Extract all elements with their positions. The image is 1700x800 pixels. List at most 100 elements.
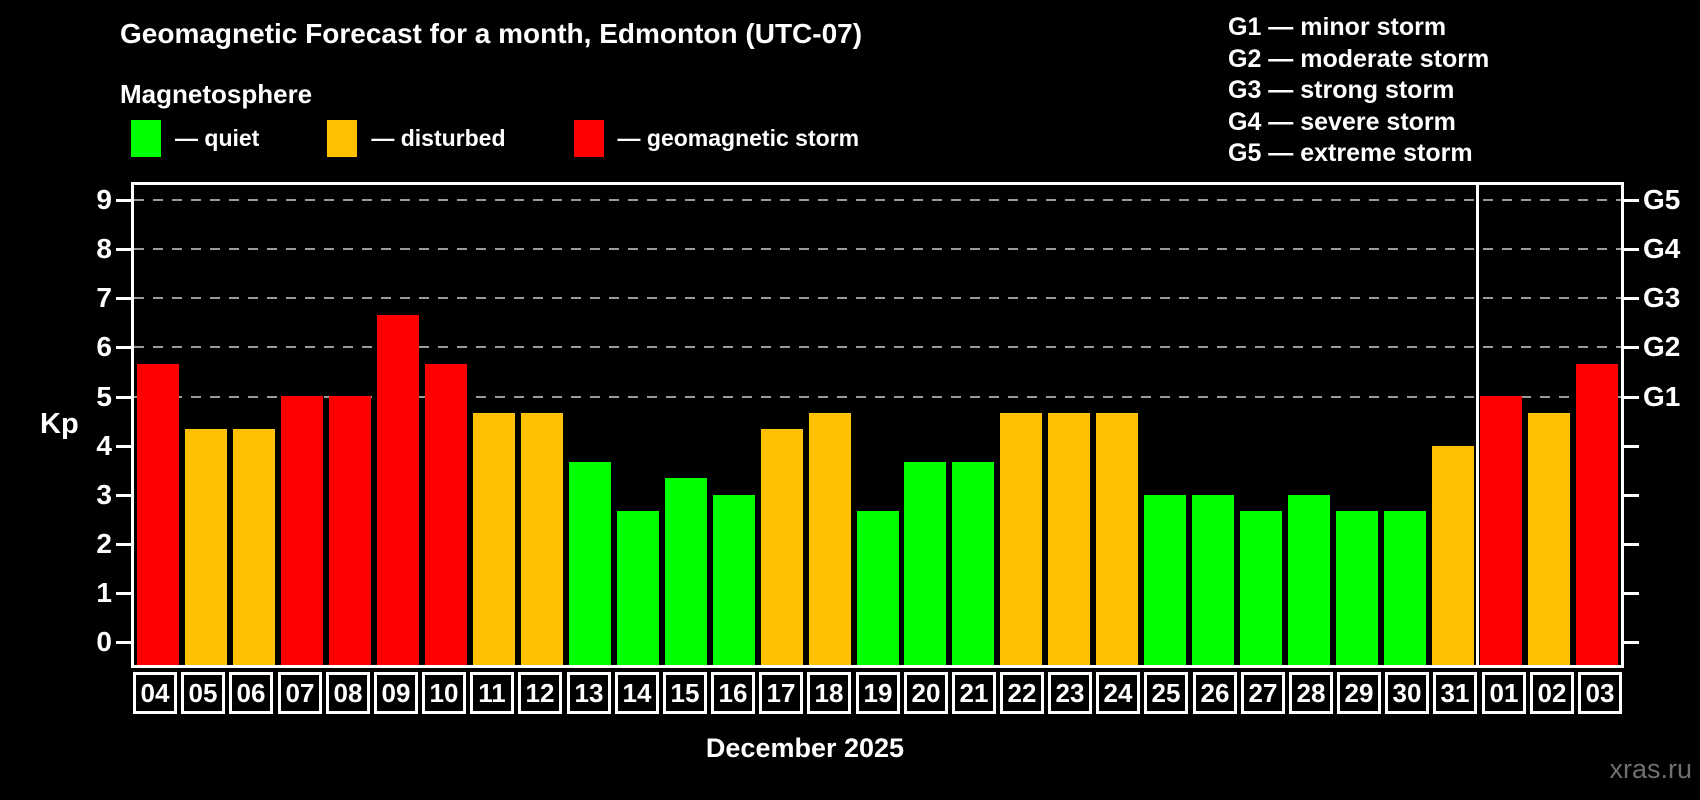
g-scale-line-5: G5 — extreme storm <box>1228 139 1473 167</box>
kp-bar-day-17 <box>761 429 803 665</box>
y-axis-label-4: 4 <box>96 430 112 461</box>
y-axis-tick-right-1 <box>1624 592 1639 595</box>
legend-label-disturbed: — disturbed <box>371 125 506 151</box>
day-label-01: 01 <box>1482 672 1526 714</box>
kp-bar-day-25 <box>1144 495 1186 665</box>
y-axis-label-3: 3 <box>96 479 112 510</box>
day-label-03: 03 <box>1578 672 1622 714</box>
g-axis-label-g3: G3 <box>1643 282 1681 313</box>
kp-axis-title: Kp <box>40 408 79 440</box>
kp-bar-day-15 <box>665 478 707 665</box>
kp-bar-day-24 <box>1096 413 1138 665</box>
y-axis-tick-left-6 <box>116 346 131 349</box>
g-scale-line-4: G4 — severe storm <box>1228 107 1456 136</box>
kp-gridline-5 <box>134 395 1621 398</box>
legend-swatch-disturbed <box>327 120 358 157</box>
magnetosphere-label: Magnetosphere <box>120 79 313 109</box>
kp-bar-day-03 <box>1576 364 1618 665</box>
day-label-13: 13 <box>567 672 611 714</box>
watermark: xras.ru <box>1609 754 1692 784</box>
y-axis-tick-right-3 <box>1624 494 1639 497</box>
g-scale-legend: G1 — minor storm G2 — moderate storm G3 — … <box>1228 12 1489 170</box>
y-axis-tick-left-8 <box>116 248 131 251</box>
y-axis-tick-left-9 <box>116 199 131 202</box>
y-axis-tick-right-7 <box>1624 297 1639 300</box>
y-axis-label-1: 1 <box>96 577 112 608</box>
y-axis-tick-left-7 <box>116 297 131 300</box>
kp-bar-day-02 <box>1528 413 1570 665</box>
y-axis-tick-left-2 <box>116 543 131 546</box>
kp-gridline-6 <box>134 346 1621 349</box>
kp-bar-day-21 <box>952 462 994 665</box>
kp-bar-day-13 <box>569 462 611 665</box>
y-axis-tick-right-2 <box>1624 543 1639 546</box>
kp-bar-day-22 <box>1000 413 1042 665</box>
y-axis-tick-right-0 <box>1624 641 1639 644</box>
day-label-15: 15 <box>663 672 707 714</box>
kp-gridline-8 <box>134 248 1621 251</box>
g-scale-line-1: G1 — minor storm <box>1228 13 1447 41</box>
day-label-10: 10 <box>422 672 466 714</box>
kp-bar-day-14 <box>617 511 659 665</box>
y-axis-label-7: 7 <box>96 282 112 313</box>
day-label-19: 19 <box>856 672 900 714</box>
g-axis-label-g5: G5 <box>1643 184 1681 215</box>
month-separator-line <box>1476 185 1479 665</box>
y-axis-tick-left-3 <box>116 494 131 497</box>
day-label-24: 24 <box>1096 672 1140 714</box>
day-label-27: 27 <box>1241 672 1285 714</box>
day-label-08: 08 <box>326 672 370 714</box>
day-label-18: 18 <box>807 672 851 714</box>
kp-bar-day-06 <box>233 429 275 665</box>
y-axis-tick-left-1 <box>116 592 131 595</box>
day-label-row: 04 05 06 07 08 09 10 11 12 13 14 15 16 17 18 19 20 21 22 23… <box>131 672 1624 714</box>
kp-bar-day-20 <box>904 462 946 665</box>
day-label-26: 26 <box>1193 672 1237 714</box>
y-axis-tick-left-0 <box>116 641 131 644</box>
kp-bar-day-18 <box>809 413 851 665</box>
y-axis-tick-right-5 <box>1624 396 1639 399</box>
day-label-20: 20 <box>904 672 948 714</box>
day-label-22: 22 <box>1000 672 1044 714</box>
kp-bar-day-12 <box>521 413 563 665</box>
kp-bar-day-26 <box>1192 495 1234 665</box>
legend-label-storm: — geomagnetic storm <box>617 125 860 151</box>
legend-swatch-quiet <box>131 120 161 157</box>
day-label-12: 12 <box>518 672 562 714</box>
day-label-09: 09 <box>374 672 418 714</box>
day-label-11: 11 <box>470 672 514 714</box>
day-label-17: 17 <box>759 672 803 714</box>
kp-gridline-9 <box>134 199 1621 202</box>
kp-bar-day-23 <box>1048 413 1090 665</box>
day-label-07: 07 <box>278 672 322 714</box>
day-label-25: 25 <box>1144 672 1188 714</box>
y-axis-label-9: 9 <box>96 184 112 215</box>
day-label-04: 04 <box>133 672 177 714</box>
kp-gridline-7 <box>134 297 1621 300</box>
y-axis-label-6: 6 <box>96 331 112 362</box>
day-label-14: 14 <box>615 672 659 714</box>
day-label-23: 23 <box>1048 672 1092 714</box>
day-label-28: 28 <box>1289 672 1333 714</box>
day-label-05: 05 <box>181 672 225 714</box>
kp-bar-day-11 <box>473 413 515 665</box>
legend-item-quiet: — quiet <box>131 120 259 157</box>
y-axis-tick-right-6 <box>1624 346 1639 349</box>
g-scale-line-2: G2 — moderate storm <box>1228 44 1490 73</box>
y-axis-label-8: 8 <box>96 233 112 264</box>
day-label-16: 16 <box>711 672 755 714</box>
day-label-29: 29 <box>1337 672 1381 714</box>
g-axis-label-g4: G4 <box>1643 233 1681 264</box>
kp-bar-day-27 <box>1240 511 1282 665</box>
y-axis-label-5: 5 <box>96 381 112 412</box>
kp-bar-day-19 <box>857 511 899 665</box>
day-label-31: 31 <box>1433 672 1477 714</box>
kp-bar-day-07 <box>281 396 323 665</box>
y-axis-tick-right-8 <box>1624 248 1639 251</box>
legend-swatch-storm <box>573 120 604 157</box>
kp-bar-day-28 <box>1288 495 1330 665</box>
y-axis-label-0: 0 <box>96 626 112 657</box>
day-label-30: 30 <box>1385 672 1429 714</box>
legend-item-storm: — geomagnetic storm <box>573 120 860 157</box>
